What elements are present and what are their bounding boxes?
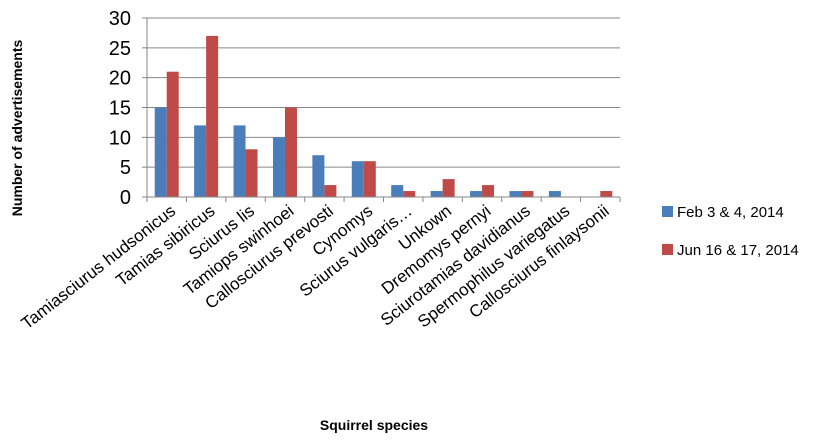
x-axis-title: Squirrel species [320, 417, 428, 433]
bar-jun-7 [442, 179, 455, 197]
legend: Feb 3 & 4, 2014 Jun 16 & 17, 2014 [662, 204, 799, 259]
legend-swatch [662, 244, 673, 255]
bar-jun-2 [245, 149, 258, 197]
bar-feb-5 [351, 161, 364, 197]
x-tick-label: Tamiasciurus hudsonicus [18, 201, 179, 333]
bar-feb-9 [509, 191, 522, 197]
bar-feb-0 [154, 107, 167, 197]
bar-feb-7 [430, 191, 443, 197]
legend-label: Feb 3 & 4, 2014 [677, 204, 784, 221]
bar-feb-6 [391, 185, 404, 197]
y-tick-label: 5 [120, 157, 131, 179]
bar-jun-8 [482, 185, 495, 197]
y-tick-label: 15 [109, 98, 131, 120]
y-tick-label: 20 [109, 68, 131, 90]
bar-jun-9 [521, 191, 534, 197]
bar-jun-6 [403, 191, 416, 197]
gridlines [142, 17, 620, 198]
y-tick-label: 10 [109, 127, 131, 149]
y-tick-label: 25 [109, 38, 131, 60]
bar-feb-2 [233, 125, 246, 197]
y-tick-label: 30 [109, 8, 131, 30]
legend-label: Jun 16 & 17, 2014 [677, 242, 799, 259]
bar-feb-4 [312, 155, 325, 197]
bar-jun-1 [206, 35, 219, 198]
bar-jun-0 [166, 71, 179, 197]
axes [146, 18, 621, 202]
y-tick-labels: 0 5 10 15 20 25 30 [109, 8, 131, 209]
bar-feb-10 [548, 191, 561, 197]
bar-jun-5 [363, 161, 376, 197]
bar-feb-8 [470, 191, 483, 197]
legend-swatch [662, 206, 673, 217]
bar-feb-1 [194, 125, 207, 197]
bar-jun-11 [600, 191, 613, 197]
bar-series [154, 35, 613, 198]
bar-feb-3 [272, 137, 285, 197]
bar-jun-4 [324, 185, 337, 197]
bar-jun-3 [284, 107, 297, 197]
y-tick-label: 0 [120, 187, 131, 209]
y-axis-title: Number of advertisements [9, 39, 25, 216]
